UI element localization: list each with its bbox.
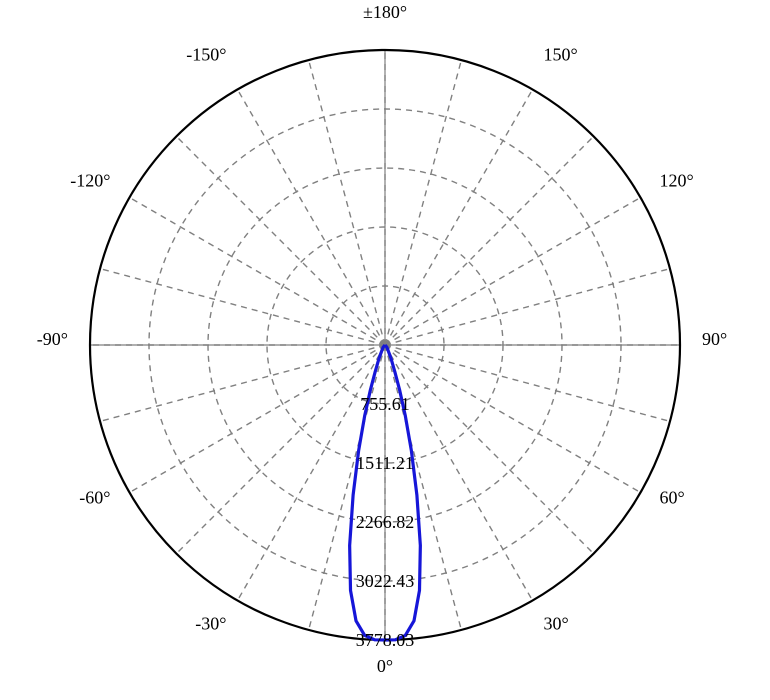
angle-label: 60° [660, 488, 685, 508]
radial-label: 755.61 [360, 394, 410, 414]
radial-label: 3022.43 [356, 571, 415, 591]
angle-label: -60° [79, 488, 110, 508]
angle-label: 30° [544, 614, 569, 634]
angle-label: -120° [70, 171, 110, 191]
angle-label: -150° [186, 44, 226, 64]
angle-label: 0° [377, 656, 393, 676]
radial-label: 2266.82 [356, 512, 415, 532]
angle-label: -30° [195, 614, 226, 634]
radial-label: 1511.21 [356, 453, 414, 473]
angle-label: 90° [702, 329, 727, 349]
angle-label: 120° [660, 171, 694, 191]
radial-label: 3778.03 [356, 630, 415, 650]
angle-label: ±180° [363, 2, 407, 22]
angle-label: 150° [544, 44, 578, 64]
polar-chart: 755.61 1511.21 2266.82 3022.43 3778.03 ±180° -… [0, 0, 770, 700]
angle-label: -90° [37, 329, 68, 349]
